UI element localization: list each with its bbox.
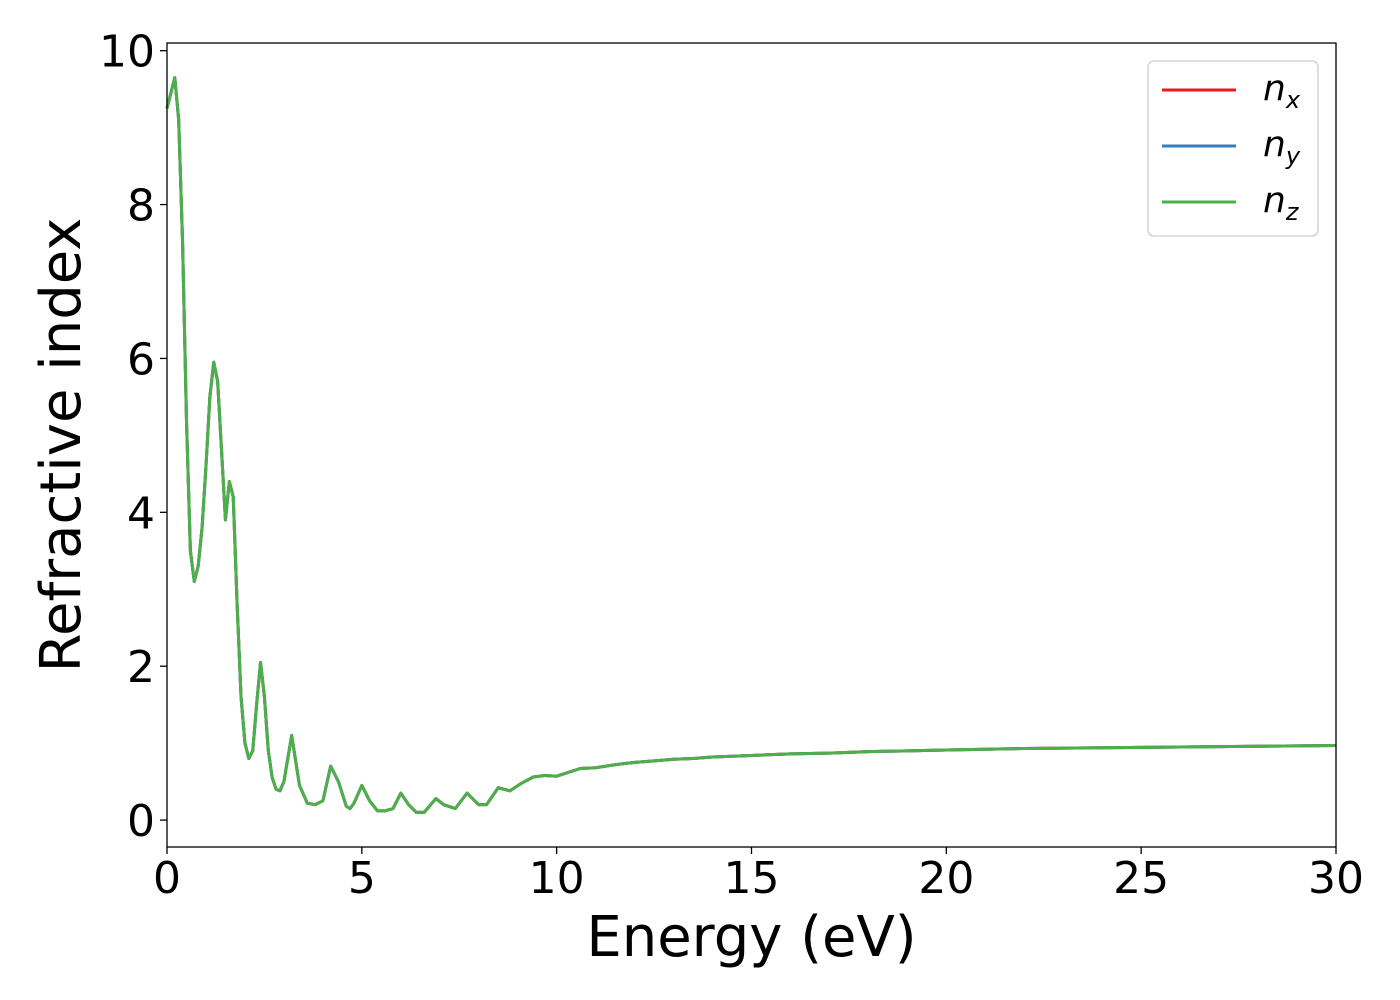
x-tick-label: 25 bbox=[1113, 853, 1169, 904]
series-line-z bbox=[165, 76, 1337, 814]
legend: nx ny nz bbox=[1147, 60, 1319, 237]
legend-entry-z: nz bbox=[1162, 180, 1300, 226]
x-tick-label: 10 bbox=[529, 853, 585, 904]
y-tick-label: 8 bbox=[127, 181, 155, 232]
legend-entry-y: ny bbox=[1162, 124, 1301, 170]
y-tick-label: 6 bbox=[127, 334, 155, 385]
y-tick-label: 10 bbox=[99, 27, 155, 78]
legend-entry-x: nx bbox=[1162, 68, 1301, 114]
x-tick-label: 15 bbox=[724, 853, 780, 904]
y-axis-ticks: 0 2 4 6 8 10 bbox=[99, 27, 167, 847]
legend-entries: nx ny nz bbox=[1162, 68, 1301, 226]
legend-label: nx bbox=[1263, 68, 1301, 114]
x-tick-label: 5 bbox=[348, 853, 376, 904]
legend-label: ny bbox=[1263, 124, 1301, 170]
y-tick-label: 0 bbox=[127, 796, 155, 847]
x-tick-label: 20 bbox=[918, 853, 974, 904]
legend-label: nz bbox=[1263, 180, 1300, 226]
x-tick-label: 30 bbox=[1308, 853, 1364, 904]
x-axis-label: Energy (eV) bbox=[586, 905, 916, 970]
y-axis-label: Refractive index bbox=[29, 218, 94, 673]
y-tick-label: 4 bbox=[127, 488, 155, 539]
series-layer bbox=[165, 76, 1337, 814]
y-tick-label: 2 bbox=[127, 642, 155, 693]
x-tick-label: 0 bbox=[153, 853, 181, 904]
legend-box bbox=[1147, 60, 1319, 237]
x-axis-ticks: 0 5 10 15 20 25 30 bbox=[153, 847, 1364, 904]
